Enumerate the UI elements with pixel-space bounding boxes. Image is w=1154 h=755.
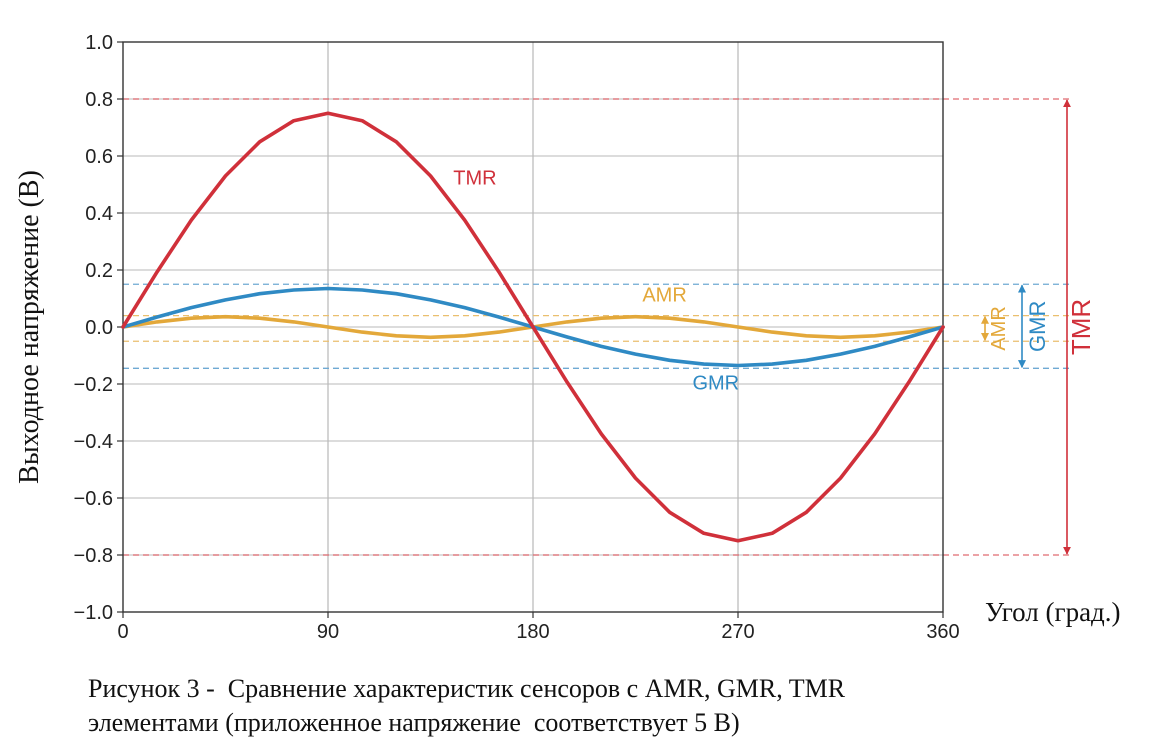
y-tick-label: −0.6 bbox=[74, 488, 113, 510]
caption-line-2: элементами (приложенное напряжение соотв… bbox=[88, 708, 740, 737]
y-tick-label: −1.0 bbox=[74, 602, 113, 624]
caption-line-1: Рисунок 3 - Сравнение характеристик сенс… bbox=[88, 674, 846, 703]
tmr-range-label: TMR bbox=[1066, 299, 1096, 355]
y-tick-label: −0.4 bbox=[74, 431, 113, 453]
y-tick-label: 0.4 bbox=[85, 203, 113, 225]
x-axis-label: Угол (град.) bbox=[985, 597, 1121, 627]
reference-lines bbox=[123, 98, 1070, 556]
x-tick-label: 360 bbox=[926, 621, 959, 643]
x-tick-label: 180 bbox=[516, 621, 549, 643]
amr-curve-label: AMR bbox=[642, 284, 686, 306]
tmr-curve-label: TMR bbox=[453, 168, 496, 190]
tmr-curve bbox=[121, 111, 945, 543]
y-tick-label: 0.8 bbox=[85, 89, 113, 111]
chart: 1.0 0.8 0.6 0.4 0.2 0.0 −0.2 −0.4 −0.6 −0.8 −1.00 9… bbox=[14, 32, 1121, 643]
x-tick-label: 270 bbox=[721, 621, 754, 643]
x-tick-label: 90 bbox=[317, 621, 339, 643]
amr-range-label: AMR bbox=[988, 306, 1010, 350]
y-tick-label: 0.6 bbox=[85, 146, 113, 168]
y-tick-label: −0.2 bbox=[74, 374, 113, 396]
gmr-range-label: GMR bbox=[1025, 301, 1050, 352]
y-tick-label: −0.8 bbox=[74, 545, 113, 567]
y-tick-label: 1.0 bbox=[85, 32, 113, 54]
y-tick-label: 0.2 bbox=[85, 260, 113, 282]
y-axis-label: Выходное напряжение (В) bbox=[14, 170, 45, 484]
curve-annotations: TMR AMR GMR bbox=[453, 168, 739, 395]
tick-labels: 1.0 0.8 0.6 0.4 0.2 0.0 −0.2 −0.4 −0.6 −0.8 −1.00 9… bbox=[74, 32, 960, 643]
range-markers: TMR GMR AMR bbox=[981, 99, 1096, 555]
y-tick-label: 0.0 bbox=[85, 317, 113, 339]
series-lines bbox=[121, 111, 945, 543]
figure-caption: Рисунок 3 - Сравнение характеристик сенс… bbox=[88, 672, 1138, 740]
x-tick-label: 0 bbox=[117, 621, 128, 643]
gmr-curve-label: GMR bbox=[692, 373, 739, 395]
